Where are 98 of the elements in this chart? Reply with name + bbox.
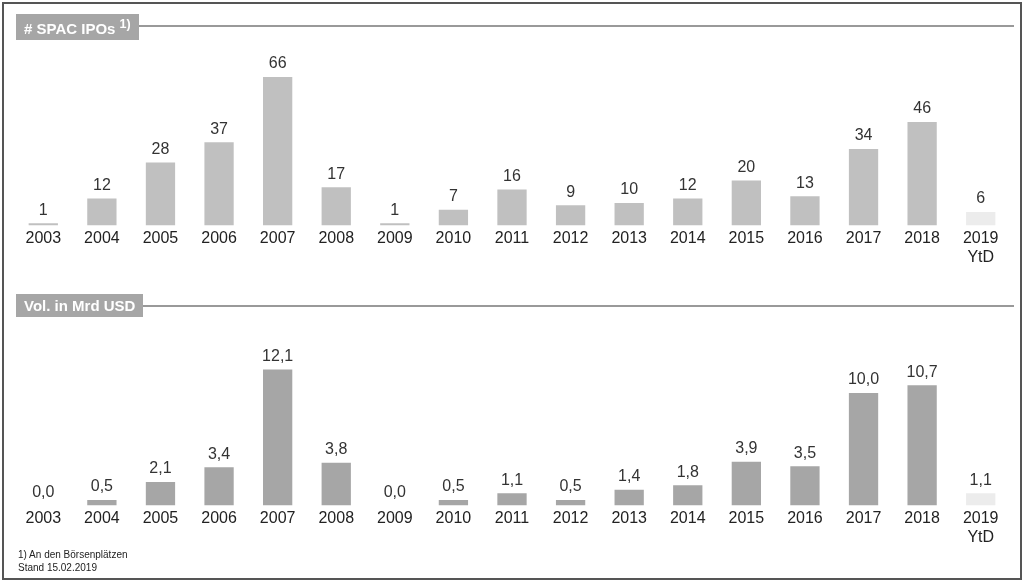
x-tick-label: 2007: [259, 228, 296, 246]
bar: [731, 461, 761, 506]
data-label: 1: [390, 200, 400, 218]
bar: [263, 77, 293, 226]
data-label: 1,1: [500, 470, 524, 488]
bar: [673, 485, 703, 506]
data-label: 2,1: [149, 459, 172, 477]
bar: [673, 198, 703, 226]
text: 1) An den Börsenplätzen: [18, 549, 128, 560]
bar: [848, 149, 879, 226]
bar: [497, 189, 527, 226]
data-label: 12: [92, 175, 111, 193]
x-tick-label: 2011: [494, 228, 530, 246]
data-label: 10: [620, 180, 639, 198]
bar: [87, 198, 117, 226]
x-tick-label: 2009: [377, 228, 413, 246]
x-tick-label: 2017: [845, 228, 882, 246]
x-tick-label: 2014: [669, 228, 706, 246]
x-tick-label: 2007: [259, 508, 296, 526]
x-tick-label: 2013: [611, 508, 648, 526]
data-label: 66: [268, 54, 287, 72]
data-label: 20: [737, 157, 756, 175]
x-tick-label: 2011: [494, 508, 530, 526]
data-label: 3,8: [325, 440, 348, 458]
data-label: 0,0: [383, 483, 407, 501]
data-label: 9: [566, 182, 576, 200]
x-tick-label: 2012: [552, 508, 589, 526]
x-tick-label: 2009: [377, 508, 413, 526]
x-tick-label: 2017: [845, 508, 882, 526]
data-label: 3,5: [793, 443, 817, 461]
bar: [907, 385, 937, 506]
bar: [438, 209, 469, 226]
x-tick-label: 2010: [435, 508, 472, 526]
x-tick-label: 2012: [552, 228, 589, 246]
text: Stand 15.02.2019: [18, 562, 97, 573]
data-label: 10,0: [847, 370, 880, 388]
x-tick-label: 2018: [904, 228, 941, 246]
bar: [321, 187, 351, 226]
data-label: 13: [796, 173, 814, 191]
x-tick-label: 2005: [142, 228, 179, 246]
bar: [614, 203, 644, 226]
data-label: 46: [913, 99, 932, 117]
data-label: 3,4: [207, 444, 231, 462]
bar: [263, 369, 293, 506]
x-tick-label: 2015: [728, 508, 765, 526]
data-label: 12: [678, 175, 697, 193]
data-label: 34: [854, 126, 873, 144]
chart-title: Vol. in Mrd USD: [16, 294, 144, 317]
bar: [790, 466, 820, 506]
bar: [497, 493, 527, 506]
bar: [731, 180, 761, 226]
x-tick-label: 2014: [669, 508, 706, 526]
data-label: 3,9: [735, 439, 758, 457]
data-label: 1,1: [969, 470, 992, 488]
x-tick-label: 2006: [201, 508, 237, 526]
data-label: 0,0: [32, 483, 55, 501]
data-label: 0,5: [90, 477, 114, 495]
data-label: 0,5: [559, 477, 582, 495]
bar: [204, 142, 234, 226]
data-label: 6: [976, 189, 986, 207]
x-tick-label: 2019 YtD: [962, 508, 999, 545]
x-tick-label: 2003: [25, 228, 62, 246]
bar: [790, 196, 820, 226]
bar: [321, 462, 351, 506]
chart-title: # SPAC IPOs $^{1)}$: [16, 14, 139, 40]
bar: [848, 393, 879, 506]
bar: [204, 467, 234, 506]
x-tick-label: 2019 YtD: [962, 228, 999, 265]
x-tick-label: 2010: [435, 228, 472, 246]
data-label: 1,4: [618, 467, 641, 485]
data-label: 1: [38, 200, 48, 218]
bar: [145, 162, 176, 226]
data-label: 37: [210, 119, 229, 137]
data-label: 10,7: [906, 362, 938, 380]
bar: [145, 481, 176, 506]
data-label: 7: [448, 187, 458, 205]
bar: [555, 205, 586, 226]
data-label: 12,1: [262, 346, 294, 364]
x-tick-label: 2016: [787, 228, 823, 246]
x-tick-label: 2013: [611, 228, 648, 246]
x-tick-label: 2006: [201, 228, 237, 246]
data-label: 16: [503, 166, 521, 184]
x-tick-label: 2016: [787, 508, 823, 526]
bar: [87, 499, 117, 506]
x-tick-label: 2015: [728, 228, 765, 246]
x-tick-label: 2003: [25, 508, 62, 526]
x-tick-label: 2005: [142, 508, 179, 526]
data-label: 28: [151, 139, 170, 157]
x-tick-label: 2004: [84, 228, 120, 246]
x-tick-label: 2008: [318, 228, 355, 246]
data-label: 1,8: [676, 462, 699, 480]
data-label: 17: [327, 164, 346, 182]
bar: [907, 122, 937, 226]
data-label: 0,5: [442, 477, 465, 495]
bar: [614, 489, 644, 506]
x-tick-label: 2018: [904, 508, 941, 526]
x-tick-label: 2008: [318, 508, 355, 526]
x-tick-label: 2004: [84, 508, 120, 526]
